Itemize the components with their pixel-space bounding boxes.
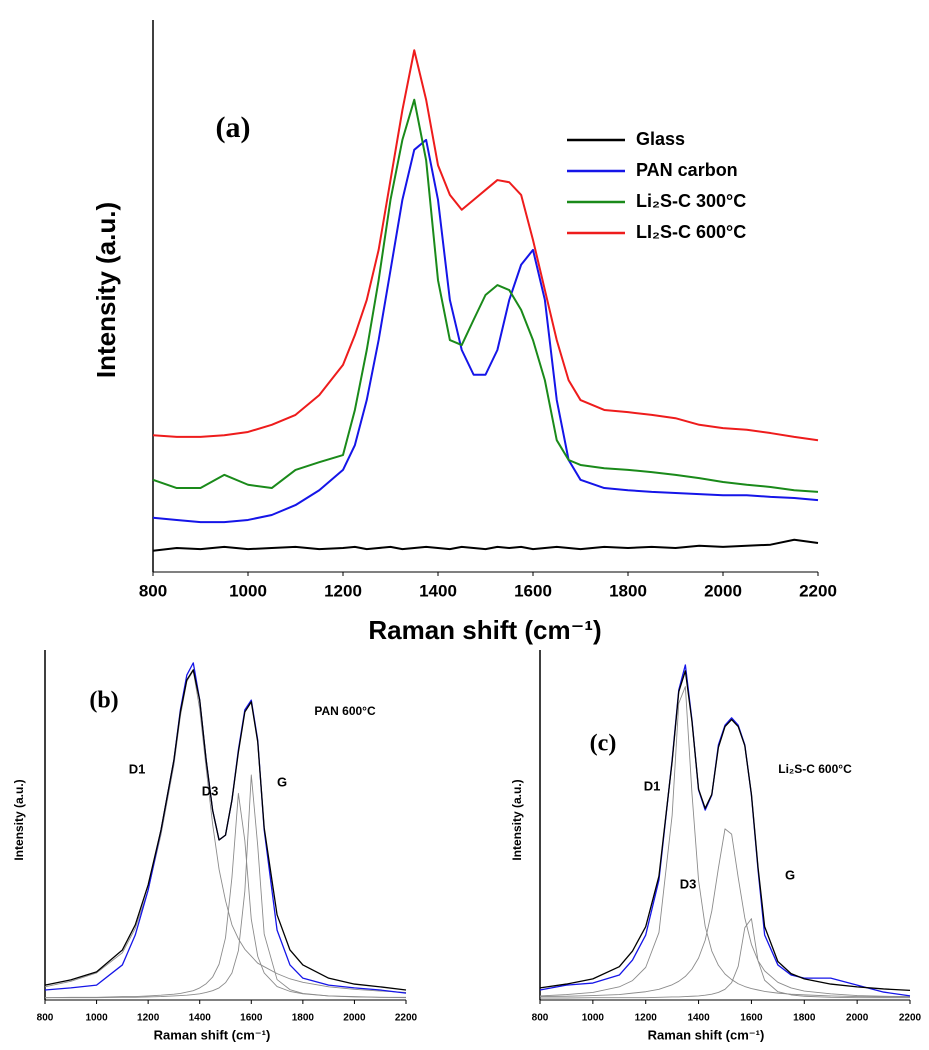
peak-label: D3 (202, 783, 219, 798)
y-axis-title: Intensity (a.u.) (12, 779, 26, 860)
x-tick-label: 2000 (704, 581, 742, 600)
x-tick-label: 2200 (899, 1013, 922, 1024)
x-tick-label: 2000 (846, 1013, 869, 1024)
series-line (539, 670, 911, 991)
y-axis-title: Intensity (a.u.) (91, 202, 121, 378)
annotation: Li₂S-C 600°C (778, 762, 852, 776)
peak-label: D3 (680, 876, 697, 891)
series-line (539, 686, 910, 998)
y-axis-title: Intensity (a.u.) (510, 779, 524, 860)
x-axis-title: Raman shift (cm⁻¹) (154, 1027, 271, 1042)
x-tick-label: 1800 (609, 581, 647, 600)
x-tick-label: 2000 (343, 1013, 366, 1024)
x-tick-label: 1600 (240, 1013, 263, 1024)
x-tick-label: 1000 (229, 581, 267, 600)
x-tick-label: 800 (532, 1013, 549, 1024)
x-tick-label: 2200 (395, 1013, 418, 1024)
x-tick-label: 1000 (582, 1013, 605, 1024)
peak-label: D1 (129, 761, 146, 776)
series-line (152, 538, 819, 552)
series-line (45, 774, 407, 999)
legend-label: Li₂S-C 300°C (636, 191, 746, 211)
legend-label: PAN carbon (636, 160, 738, 180)
peak-label: G (277, 774, 287, 789)
x-tick-label: 1800 (292, 1013, 315, 1024)
legend-label: Glass (636, 129, 685, 149)
series-line (540, 918, 910, 999)
legend-label: LI₂S-C 600°C (636, 222, 746, 242)
annotation: (c) (590, 731, 617, 757)
x-tick-label: 1400 (687, 1013, 710, 1024)
series-line (152, 98, 819, 493)
annotation: (a) (216, 111, 251, 144)
x-tick-label: 1000 (85, 1013, 108, 1024)
x-tick-label: 2200 (799, 581, 837, 600)
x-tick-label: 1400 (189, 1013, 212, 1024)
series-line (152, 49, 819, 442)
series-line (539, 828, 911, 998)
x-tick-label: 1800 (793, 1013, 816, 1024)
x-tick-label: 1600 (740, 1013, 763, 1024)
series-line (44, 669, 407, 991)
peak-label: G (785, 867, 795, 882)
annotation: PAN 600°C (314, 704, 376, 718)
series-line (44, 792, 406, 999)
x-tick-label: 1200 (324, 581, 362, 600)
x-tick-label: 1200 (635, 1013, 658, 1024)
x-tick-label: 1600 (514, 581, 552, 600)
series-line (152, 138, 819, 524)
x-tick-label: 1200 (137, 1013, 160, 1024)
x-tick-label: 1400 (419, 581, 457, 600)
x-axis-title: Raman shift (cm⁻¹) (648, 1027, 765, 1042)
x-tick-label: 800 (139, 581, 167, 600)
peak-label: D1 (644, 778, 661, 793)
annotation: (b) (89, 688, 118, 714)
x-axis-title: Raman shift (cm⁻¹) (368, 615, 601, 645)
x-tick-label: 800 (37, 1013, 54, 1024)
